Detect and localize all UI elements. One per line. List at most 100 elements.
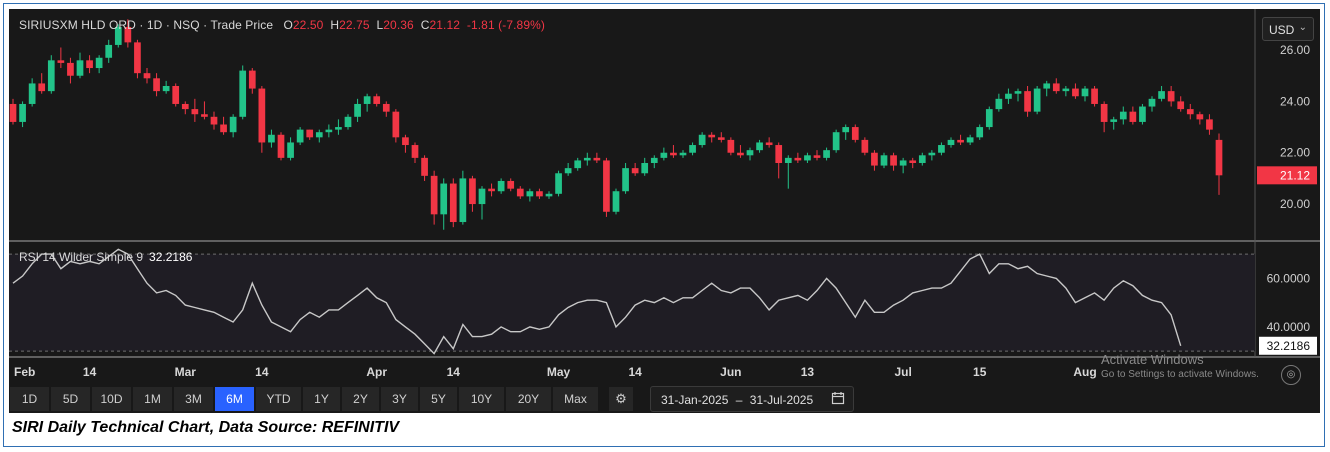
candle-body-84 xyxy=(813,155,821,158)
candle-body-90 xyxy=(871,152,878,166)
candle-body-105 xyxy=(1014,91,1022,94)
candle-body-14 xyxy=(143,73,151,79)
candle-body-116 xyxy=(1119,111,1127,120)
rsi-tick-label-1: 60.0000 xyxy=(1267,271,1311,285)
candle-body-93 xyxy=(899,160,907,166)
date-range-picker[interactable]: 31-Jan-2025 – 31-Jul-2025 xyxy=(650,386,854,412)
candle-body-24 xyxy=(239,70,247,117)
candle-body-10 xyxy=(105,44,113,58)
candle-body-53 xyxy=(516,188,524,197)
candle-body-59 xyxy=(574,160,582,169)
reset-view-icon[interactable]: ◎ xyxy=(1281,365,1301,385)
candle-body-2 xyxy=(28,83,36,104)
candle-body-52 xyxy=(507,180,515,189)
candle-body-11 xyxy=(114,26,122,45)
range-button-max[interactable]: Max xyxy=(553,387,598,411)
candle-body-46 xyxy=(449,183,457,223)
range-button-20y[interactable]: 20Y xyxy=(506,387,551,411)
candle-body-110 xyxy=(1062,88,1070,92)
candle-body-71 xyxy=(689,145,696,153)
candle-body-44 xyxy=(430,175,438,215)
price-tick-label-1: 22.00 xyxy=(1280,146,1310,160)
range-button-10y[interactable]: 10Y xyxy=(459,387,504,411)
candle-body-91 xyxy=(880,155,888,166)
close-key: C xyxy=(420,18,430,32)
high-key: H xyxy=(330,18,340,32)
range-button-2y[interactable]: 2Y xyxy=(342,387,379,411)
candle-body-48 xyxy=(469,178,476,205)
candle-body-86 xyxy=(832,132,840,151)
x-axis-label-8: Jun xyxy=(720,365,741,379)
candle-body-0 xyxy=(9,103,17,122)
candle-body-51 xyxy=(497,180,505,192)
rsi-series-line xyxy=(12,248,1182,355)
rsi-badge xyxy=(1259,336,1317,355)
x-axis-label-7: 14 xyxy=(628,365,642,379)
range-button-ytd[interactable]: YTD xyxy=(256,387,301,411)
candle-body-20 xyxy=(201,114,208,117)
calendar-icon[interactable] xyxy=(831,391,845,408)
candle-body-23 xyxy=(229,116,237,133)
candle-body-4 xyxy=(47,60,55,92)
candle-body-95 xyxy=(918,155,926,163)
candle-body-121 xyxy=(1167,91,1175,102)
candle-body-41 xyxy=(402,137,409,146)
currency-selector[interactable]: USD ⌄ xyxy=(1262,17,1314,41)
price-tick-label-3: 26.00 xyxy=(1280,43,1310,57)
x-axis-label-2: Mar xyxy=(175,365,197,379)
candle-body-31 xyxy=(306,129,314,138)
x-axis-label-3: 14 xyxy=(255,365,269,379)
candle-body-28 xyxy=(277,134,285,158)
open-value: 22.50 xyxy=(292,18,324,32)
candle-body-118 xyxy=(1139,106,1146,122)
price-tick-label-0: 20.00 xyxy=(1280,197,1310,211)
candle-body-49 xyxy=(478,188,486,205)
price-tick-label-2: 24.00 xyxy=(1280,94,1310,108)
x-axis-label-12: Aug xyxy=(1073,365,1096,379)
x-axis-label-5: 14 xyxy=(447,365,461,379)
activate-windows-subtitle: Go to Settings to activate Windows. xyxy=(1101,369,1259,380)
candle-body-77 xyxy=(746,150,754,156)
candle-body-21 xyxy=(210,116,218,125)
range-button-3m[interactable]: 3M xyxy=(174,387,213,411)
candle-body-17 xyxy=(172,86,180,104)
change-value: -1.81 (-7.89%) xyxy=(466,18,545,32)
candle-body-87 xyxy=(842,127,850,133)
range-button-1m[interactable]: 1M xyxy=(133,387,172,411)
candle-body-50 xyxy=(488,188,495,192)
range-button-5d[interactable]: 5D xyxy=(51,387,90,411)
range-button-10d[interactable]: 10D xyxy=(92,387,131,411)
candle-body-15 xyxy=(153,78,160,92)
range-button-6m[interactable]: 6M xyxy=(215,387,254,411)
candle-body-107 xyxy=(1033,88,1041,112)
candle-body-27 xyxy=(268,134,275,143)
chart-panel[interactable]: 20.00 22.00 24.00 26.00 40.0000 60.0000 21.12 3… xyxy=(9,9,1320,413)
candle-body-122 xyxy=(1177,101,1185,110)
candle-body-88 xyxy=(851,127,859,140)
candle-body-37 xyxy=(363,96,371,104)
candle-body-35 xyxy=(344,116,352,128)
rsi-label: RSI 14 Wilder Simple 9 xyxy=(19,250,144,264)
candle-body-6 xyxy=(67,62,74,76)
candle-body-12 xyxy=(124,26,132,43)
range-button-1y[interactable]: 1Y xyxy=(303,387,340,411)
candle-body-73 xyxy=(708,134,716,138)
gear-icon[interactable]: ⚙ xyxy=(609,387,633,411)
range-button-3y[interactable]: 3Y xyxy=(381,387,418,411)
range-button-5y[interactable]: 5Y xyxy=(420,387,457,411)
range-button-1d[interactable]: 1D xyxy=(10,387,49,411)
candle-body-29 xyxy=(287,142,294,158)
candle-body-126 xyxy=(1215,139,1223,176)
chart-svg[interactable]: 20.00 22.00 24.00 26.00 40.0000 60.0000 21.12 3… xyxy=(9,9,1320,413)
candle-body-119 xyxy=(1148,98,1156,107)
candle-body-8 xyxy=(86,60,93,69)
candle-body-39 xyxy=(382,103,390,112)
candle-body-57 xyxy=(555,173,562,194)
candle-body-76 xyxy=(737,152,744,156)
rsi-header: RSI 14 Wilder Simple 9 32.2186 xyxy=(19,250,192,264)
candle-body-104 xyxy=(1005,93,1012,99)
candle-body-45 xyxy=(440,183,448,215)
candle-body-61 xyxy=(593,157,601,161)
x-axis-label-1: 14 xyxy=(83,365,97,379)
candle-body-68 xyxy=(660,152,668,158)
